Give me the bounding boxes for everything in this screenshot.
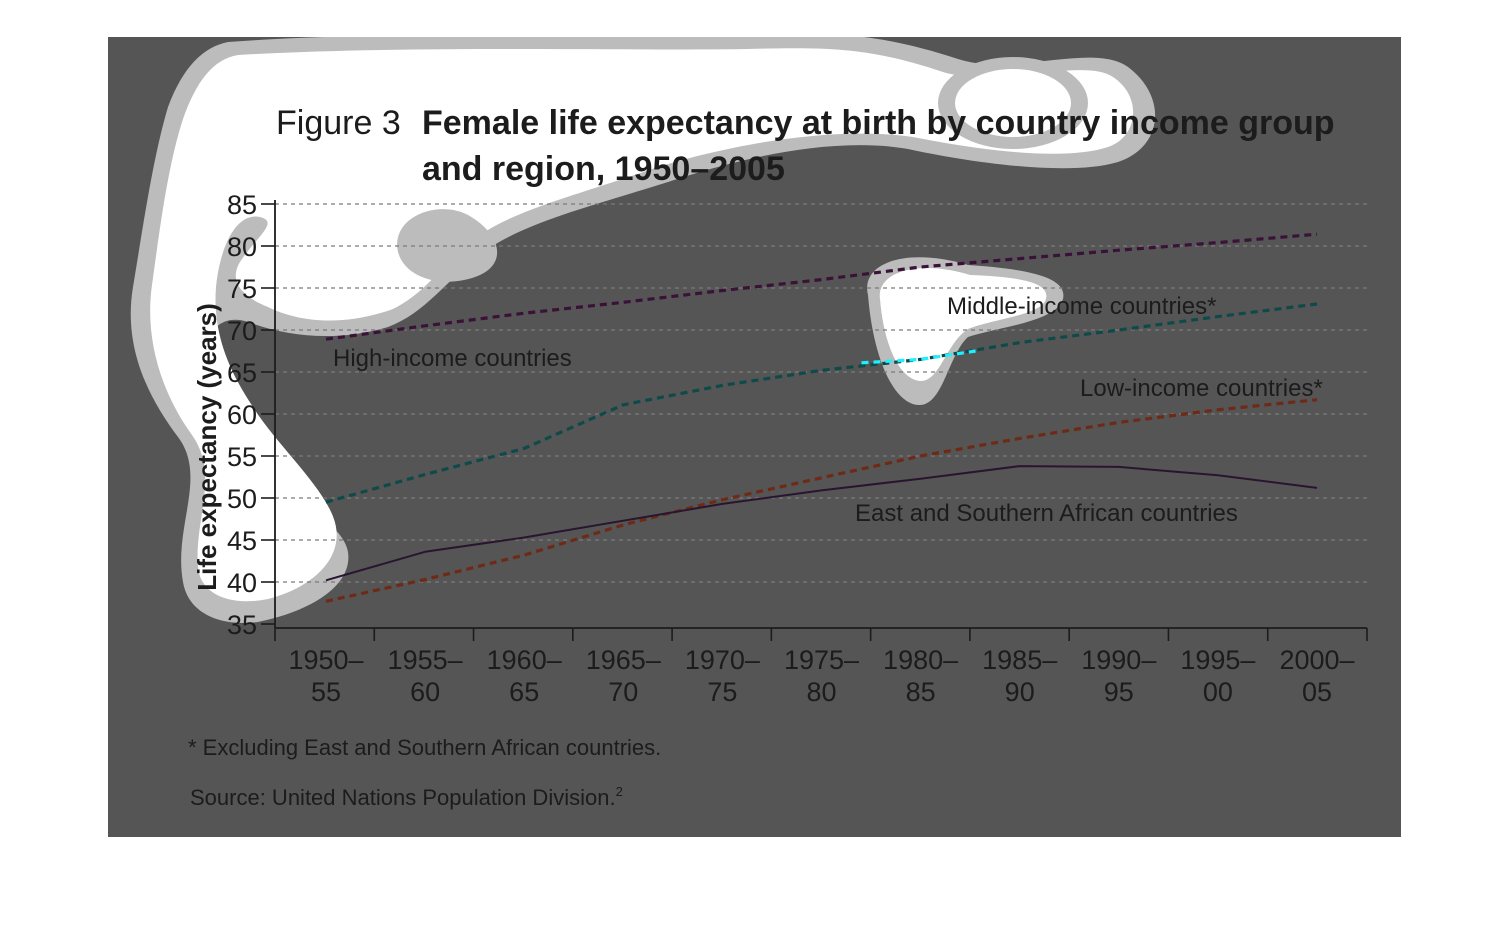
x-tick-label-8-line1: 1990–: [1081, 645, 1156, 675]
blob-small-ring-inner: [955, 69, 1071, 137]
life-expectancy-chart: Figure 3 Female life expectancy at birth…: [130, 37, 1368, 810]
x-tick-label-3-line2: 70: [608, 677, 638, 707]
blob-middle: [879, 268, 1047, 382]
x-tick-label-9-line2: 00: [1203, 677, 1233, 707]
figure-panel: Figure 3 Female life expectancy at birth…: [108, 37, 1401, 837]
y-tick-label-40: 40: [227, 568, 257, 598]
label-low-income: Low-income countries*: [1080, 375, 1323, 402]
x-tick-label-2-line2: 65: [509, 677, 539, 707]
source-note: Source: United Nations Population Divisi…: [190, 784, 623, 810]
x-tick-label-4-line2: 75: [707, 677, 737, 707]
x-tick-label-2-line1: 1960–: [487, 645, 562, 675]
figure-number: Figure 3: [276, 104, 401, 142]
y-tick-label-45: 45: [227, 526, 257, 556]
x-tick-label-10-line1: 2000–: [1279, 645, 1354, 675]
x-tick-label-5-line1: 1975–: [784, 645, 859, 675]
axes: 35404550556065707580851950–551955–601960…: [227, 190, 1368, 707]
x-tick-label-1-line1: 1955–: [388, 645, 463, 675]
x-tick-label-6-line1: 1980–: [883, 645, 958, 675]
y-tick-label-55: 55: [227, 442, 257, 472]
y-tick-label-65: 65: [227, 358, 257, 388]
y-axis-title: Life expectancy (years): [192, 303, 222, 591]
overlay-blobs: [130, 37, 1156, 623]
x-tick-label-1-line2: 60: [410, 677, 440, 707]
y-tick-label-70: 70: [227, 316, 257, 346]
x-tick-label-7-line1: 1985–: [982, 645, 1057, 675]
source-superscript: 2: [616, 784, 623, 799]
x-tick-label-0-line1: 1950–: [288, 645, 363, 675]
x-tick-label-0-line2: 55: [311, 677, 341, 707]
blob-large: [150, 48, 1134, 602]
series-line-1: [325, 302, 1318, 504]
x-tick-label-7-line2: 90: [1005, 677, 1035, 707]
footnote: * Excluding East and Southern African co…: [188, 735, 661, 760]
series-lines: [325, 232, 1318, 603]
y-tick-label-80: 80: [227, 232, 257, 262]
x-tick-label-3-line1: 1965–: [586, 645, 661, 675]
y-tick-label-85: 85: [227, 190, 257, 220]
y-tick-label-50: 50: [227, 484, 257, 514]
y-tick-label-35: 35: [227, 610, 257, 640]
x-tick-label-8-line2: 95: [1104, 677, 1134, 707]
x-tick-label-4-line1: 1970–: [685, 645, 760, 675]
y-tick-label-75: 75: [227, 274, 257, 304]
figure-title-line1: Female life expectancy at birth by count…: [422, 104, 1335, 142]
x-tick-label-5-line2: 80: [806, 677, 836, 707]
label-high-income: High-income countries: [333, 345, 572, 372]
y-tick-label-60: 60: [227, 400, 257, 430]
blob-halo-island: [397, 209, 498, 282]
x-tick-label-10-line2: 05: [1302, 677, 1332, 707]
series-line-0: [325, 232, 1318, 341]
source-text: Source: United Nations Population Divisi…: [190, 785, 616, 810]
series-1-highlight-segment: [861, 349, 976, 365]
x-tick-label-6-line2: 85: [906, 677, 936, 707]
gridlines: [275, 203, 1367, 583]
x-tick-label-9-line1: 1995–: [1180, 645, 1255, 675]
label-east-southern-africa: East and Southern African countries: [855, 500, 1238, 527]
label-middle-income: Middle-income countries*: [947, 293, 1216, 320]
figure-title-line2: and region, 1950–2005: [422, 150, 785, 188]
